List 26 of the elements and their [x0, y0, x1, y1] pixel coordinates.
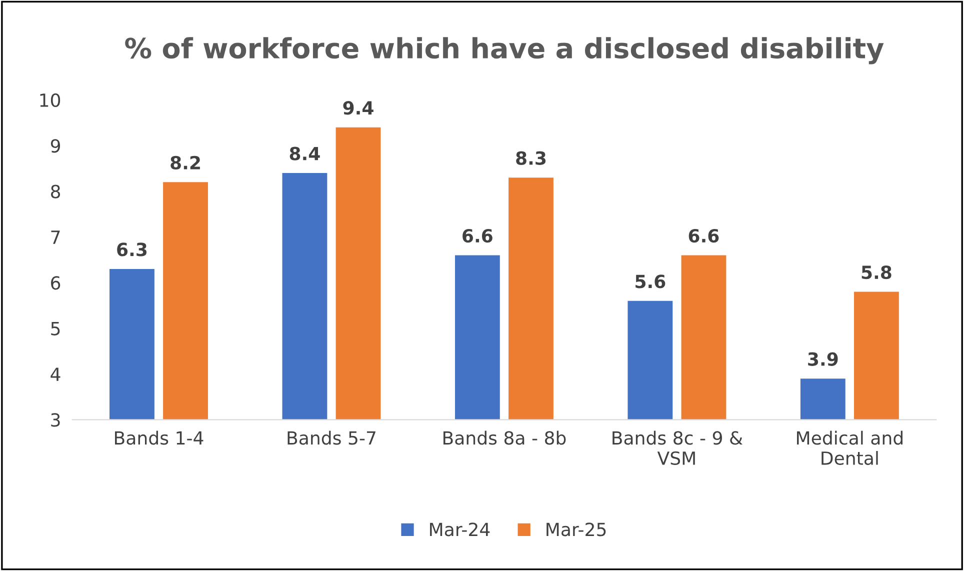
y-tick-label: 5	[51, 322, 60, 336]
y-tick-label: 3	[51, 413, 60, 427]
legend-label: Mar-24	[430, 522, 490, 536]
x-tick-label: Bands 1-4	[115, 430, 204, 445]
y-tick-label: 8	[51, 184, 60, 198]
y-tick-label: 7	[51, 230, 60, 244]
legend-label: Mar-25	[546, 522, 606, 536]
data-label: 6.6	[688, 228, 719, 243]
x-tick-label: Bands 5-7	[288, 430, 376, 445]
data-label: 6.6	[462, 228, 492, 243]
y-tick-label: 4	[50, 368, 60, 381]
x-tick-label: Bands 8a - 8b	[443, 430, 566, 445]
data-label: 9.4	[343, 101, 374, 115]
y-tick-label: 10	[40, 93, 60, 108]
x-tick-label: Bands 8c - 9 & VSM	[612, 430, 742, 465]
data-label: 8.4	[290, 146, 320, 160]
y-tick-label: 6	[51, 276, 60, 290]
y-tick-label: 9	[50, 139, 60, 153]
data-label: 5.8	[862, 265, 892, 280]
chart-title: % of workforce which have a disclosed disability	[125, 37, 884, 64]
x-tick-label: Medical and Dental	[797, 430, 902, 465]
data-label: 6.3	[117, 242, 147, 256]
data-label: 8.3	[516, 151, 546, 165]
data-label: 3.9	[808, 352, 838, 366]
data-label: 5.6	[636, 274, 666, 288]
data-label: 8.2	[170, 156, 200, 170]
